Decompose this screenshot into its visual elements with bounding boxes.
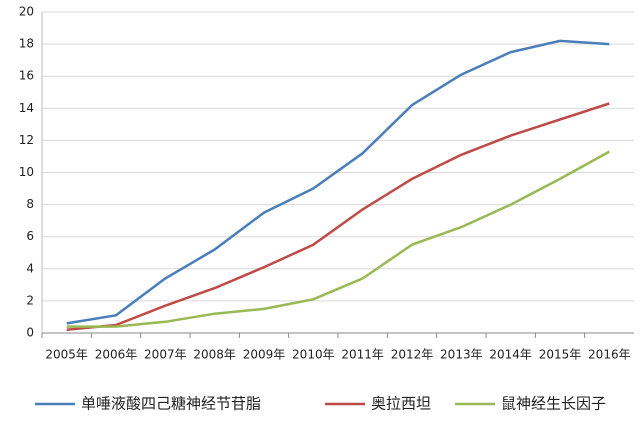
y-tick-label: 4 (26, 261, 34, 275)
y-tick-label: 6 (26, 229, 34, 243)
x-tick-label: 2011年 (341, 348, 384, 362)
legend-label: 单唾液酸四己糖神经节苷脂 (81, 395, 261, 413)
x-tick-label: 2008年 (193, 348, 236, 362)
series-line (66, 102, 610, 332)
y-tick-label: 18 (19, 37, 34, 51)
x-tick-label: 2006年 (95, 348, 138, 362)
y-tick-label: 10 (19, 165, 34, 179)
y-tick-label: 16 (19, 69, 34, 83)
x-tick-label: 2007年 (144, 348, 187, 362)
x-tick-label: 2005年 (45, 348, 88, 362)
x-tick-label: 2010年 (292, 348, 335, 362)
x-tick-label: 2014年 (489, 348, 532, 362)
legend-label: 奥拉西坦 (371, 395, 431, 413)
y-tick-label: 14 (19, 101, 34, 115)
x-tick-label: 2013年 (440, 348, 483, 362)
y-tick-label: 0 (26, 326, 34, 340)
series-line (66, 39, 610, 325)
x-tick-label: 2012年 (391, 348, 434, 362)
x-tick-label: 2015年 (539, 348, 582, 362)
y-tick-label: 8 (26, 197, 34, 211)
x-tick-label: 2009年 (243, 348, 286, 362)
legend-label: 鼠神经生长因子 (501, 395, 606, 413)
series-line (66, 150, 610, 328)
y-tick-label: 20 (19, 5, 34, 19)
y-tick-label: 2 (26, 293, 34, 307)
y-tick-label: 12 (19, 133, 34, 147)
x-tick-label: 2016年 (588, 348, 631, 362)
